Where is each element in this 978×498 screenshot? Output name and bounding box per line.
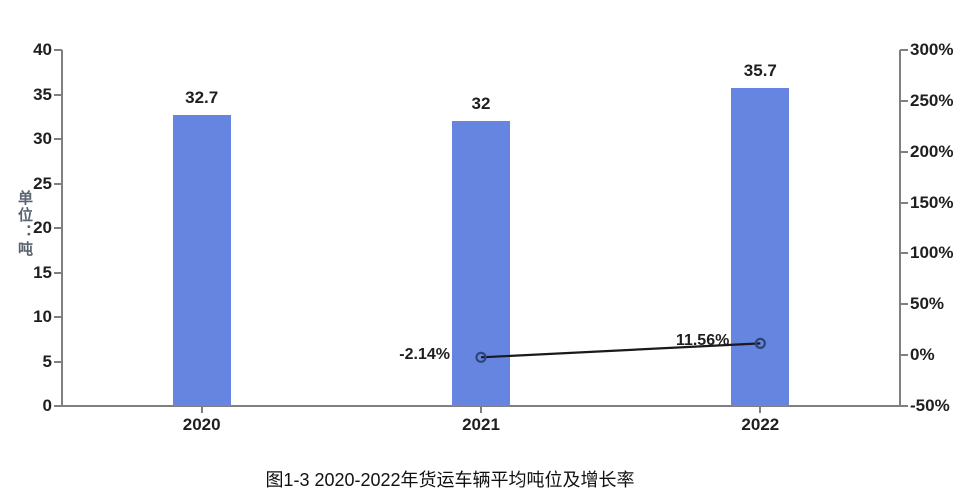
right-axis-tick: [900, 150, 908, 153]
left-axis-title: 单位：吨: [16, 190, 33, 258]
x-axis-tick-label: 2021: [462, 415, 500, 434]
left-axis-tick-label: 25: [33, 173, 52, 193]
x-axis-line: [61, 405, 901, 407]
left-axis-tick: [54, 227, 62, 229]
left-axis-tick-label: 0: [42, 396, 52, 415]
left-axis-tick: [54, 271, 62, 274]
left-axis-tick-label: 5: [42, 351, 52, 371]
growth-line: [480, 342, 761, 359]
right-axis-line: [899, 50, 901, 407]
right-axis-tick-label: 300%: [910, 40, 954, 59]
left-axis-tick: [54, 138, 62, 140]
x-axis-tick: [759, 407, 762, 413]
left-axis-tick: [54, 405, 62, 407]
line-marker: [475, 351, 487, 363]
bar-2022: [731, 88, 790, 406]
left-axis-tick: [54, 49, 62, 51]
left-axis-tick: [54, 93, 62, 96]
left-axis-tick-label: 20: [33, 218, 52, 237]
right-axis-tick-label: -50%: [910, 396, 950, 415]
left-axis-tick-label: 40: [33, 40, 52, 59]
right-axis-tick-label: 0%: [910, 345, 935, 365]
right-axis-tick: [900, 252, 908, 255]
line-marker: [754, 337, 766, 349]
right-axis-tick: [900, 354, 908, 357]
bar-value-label: 35.7: [743, 61, 777, 81]
left-axis-tick-label: 10: [33, 307, 52, 326]
right-axis-tick-label: 150%: [910, 192, 954, 212]
right-axis-tick: [900, 99, 908, 102]
bar-value-label: 32: [471, 94, 491, 114]
chart-caption: 图1-3 2020-2022年货运车辆平均吨位及增长率: [265, 470, 635, 490]
bar-2021: [452, 121, 510, 406]
left-axis-tick-label: 15: [33, 262, 52, 282]
left-axis-tick-label: 35: [33, 84, 52, 104]
left-axis-line: [61, 50, 63, 407]
x-axis-tick-label: 2022: [741, 415, 780, 434]
right-axis-tick: [900, 405, 908, 407]
right-axis-tick-label: 250%: [910, 90, 954, 110]
line-point-label: -2.14%: [399, 346, 450, 364]
right-axis-tick: [900, 303, 908, 306]
right-axis-tick: [900, 49, 908, 51]
right-axis-tick-label: 100%: [910, 243, 954, 263]
left-axis-tick: [54, 316, 62, 318]
right-axis-tick-label: 200%: [910, 141, 954, 161]
line-point-label: 11.56%: [675, 332, 730, 350]
x-axis-tick: [200, 407, 203, 413]
x-axis-tick: [480, 407, 482, 413]
left-axis-tick: [54, 360, 62, 363]
bar-2020: [172, 114, 231, 406]
left-axis-tick: [54, 182, 62, 185]
left-axis-tick-label: 30: [33, 129, 52, 148]
right-axis-tick-label: 50%: [910, 294, 945, 314]
x-axis-tick-label: 2020: [182, 415, 221, 434]
bar-value-label: 32.7: [185, 87, 219, 107]
right-axis-tick: [900, 201, 908, 204]
